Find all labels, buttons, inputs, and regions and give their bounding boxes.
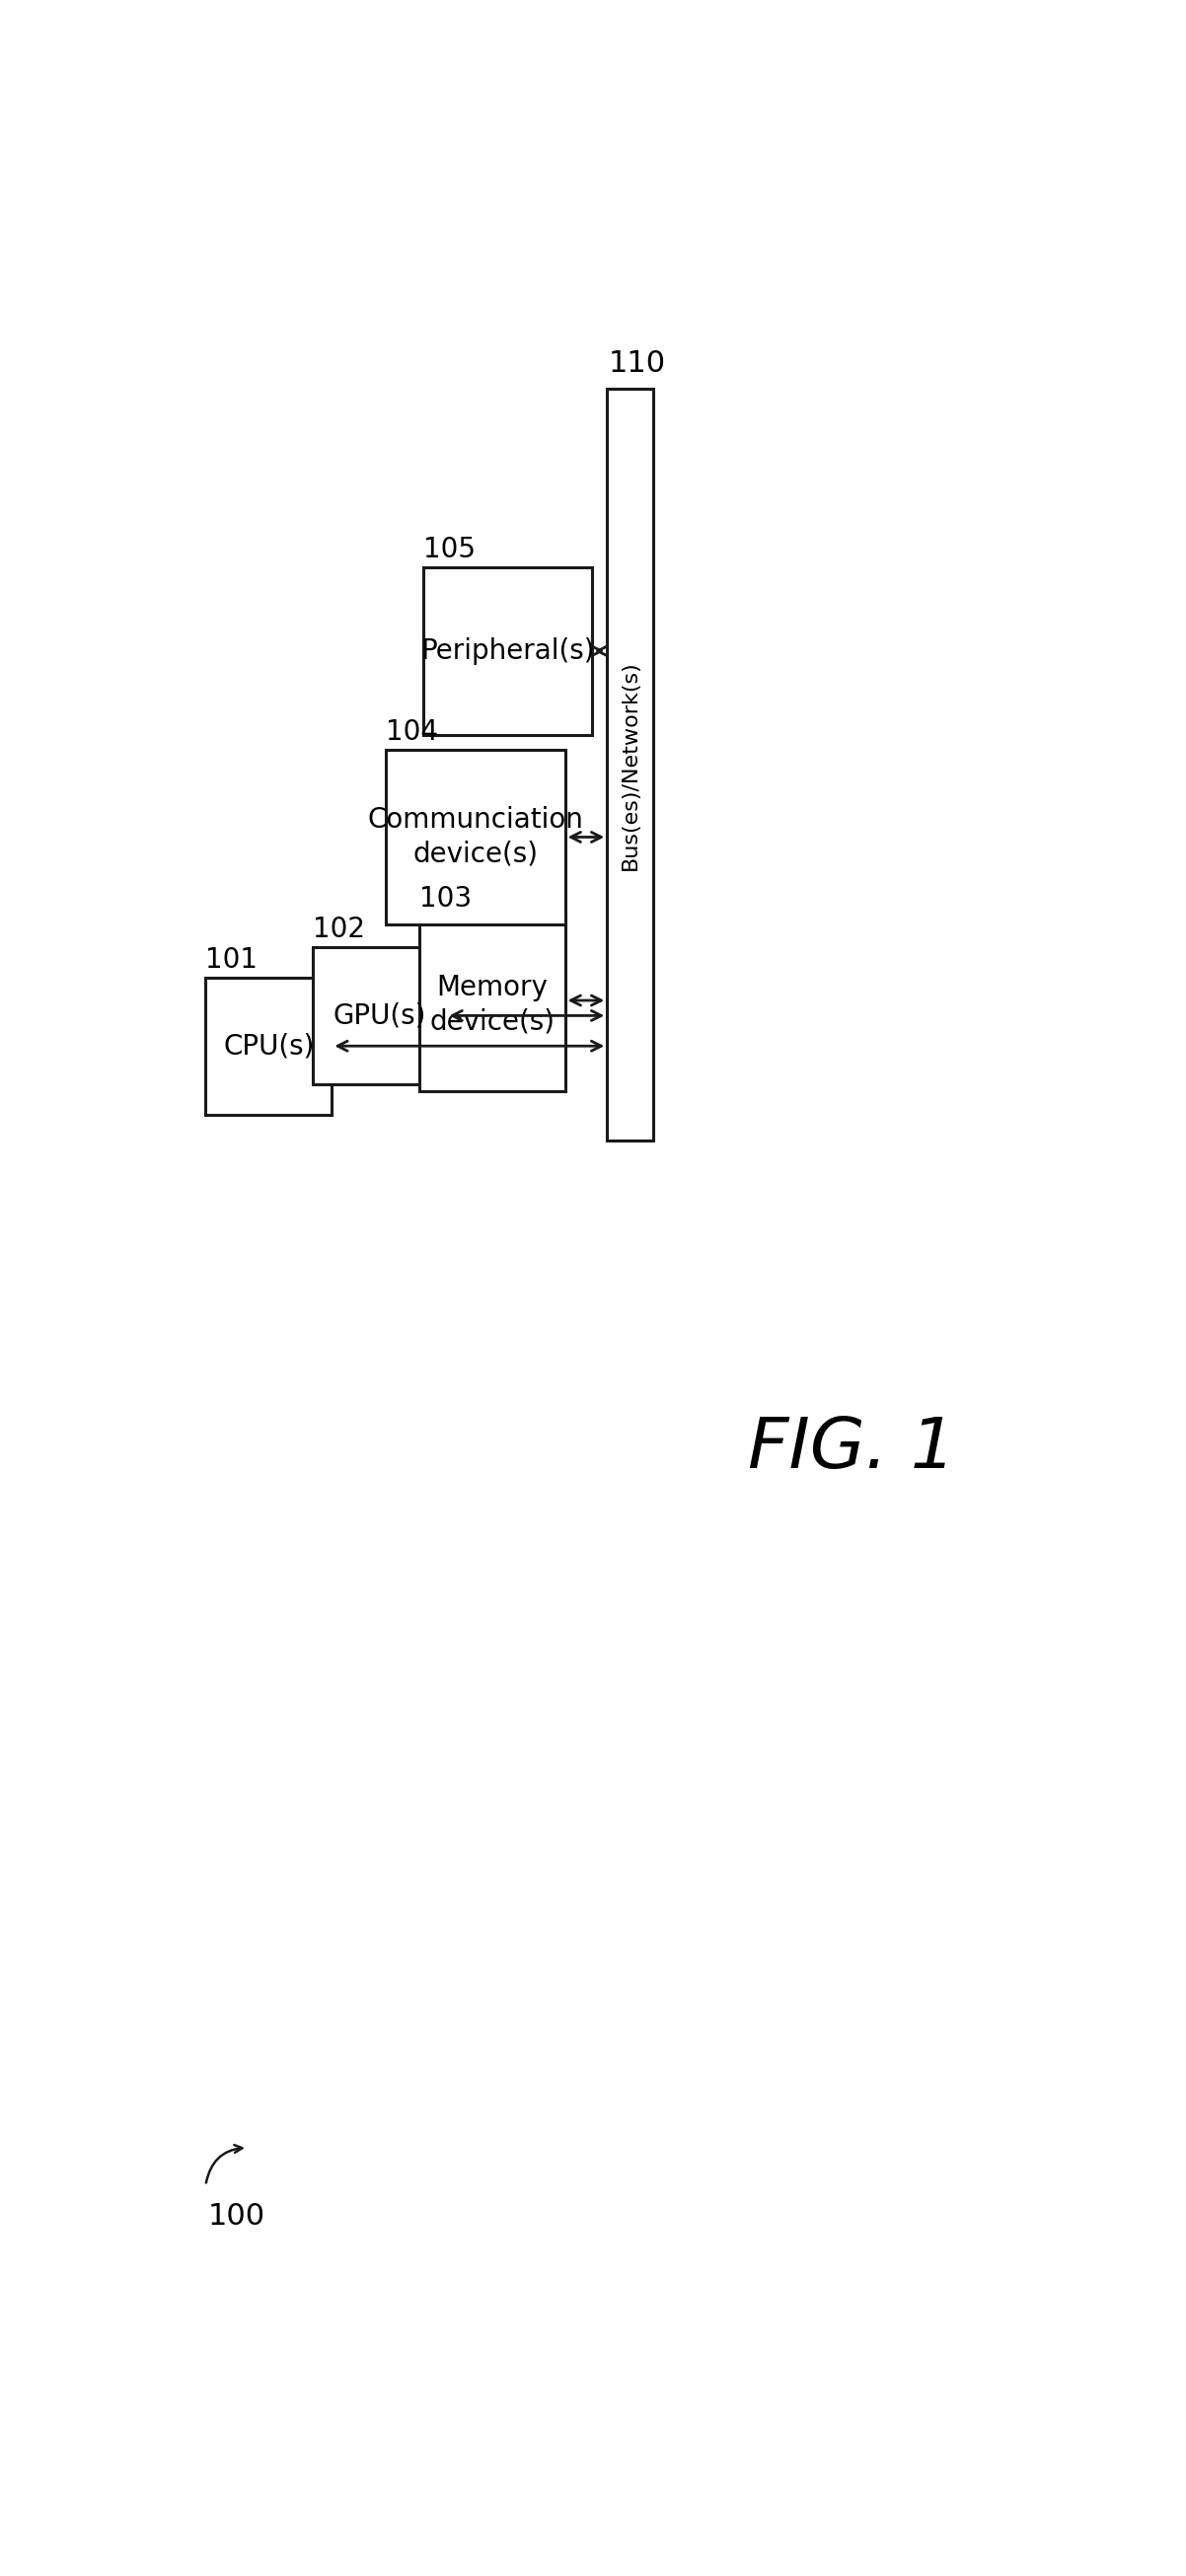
Text: Memory
device(s): Memory device(s): [429, 974, 555, 1036]
Bar: [423, 567, 592, 734]
Text: 104: 104: [385, 719, 438, 747]
Text: 102: 102: [313, 917, 365, 943]
Text: Bus(es)/Network(s): Bus(es)/Network(s): [620, 659, 640, 871]
Bar: [420, 917, 565, 1092]
Text: GPU(s): GPU(s): [333, 1002, 426, 1030]
Bar: [205, 979, 332, 1115]
Text: 103: 103: [420, 886, 472, 912]
Bar: [607, 389, 653, 1141]
Text: CPU(s): CPU(s): [223, 1033, 314, 1059]
Text: Peripheral(s): Peripheral(s): [421, 636, 594, 665]
Text: 110: 110: [608, 348, 667, 379]
Bar: [313, 948, 446, 1084]
Text: 101: 101: [205, 945, 257, 974]
Bar: [385, 750, 565, 925]
Text: Communciation
device(s): Communciation device(s): [368, 806, 584, 868]
Text: 105: 105: [423, 536, 476, 564]
Text: FIG. 1: FIG. 1: [748, 1414, 956, 1484]
Text: 100: 100: [208, 2202, 264, 2231]
